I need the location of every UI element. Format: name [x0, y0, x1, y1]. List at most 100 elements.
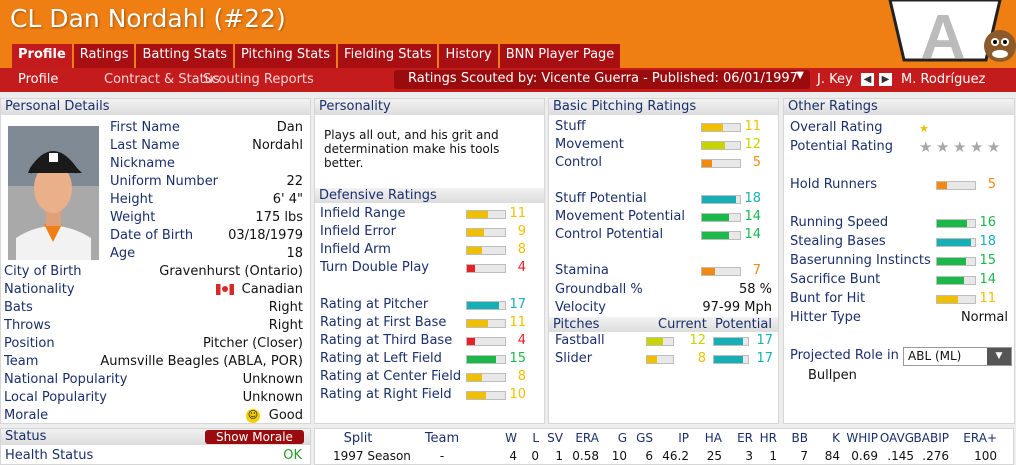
last-name-value: Nordahl: [252, 138, 303, 153]
pitches-header: Pitches Current Potential: [549, 317, 778, 332]
personal-details-header: Personal Details: [1, 99, 310, 115]
overall-star-icon: ★: [919, 122, 929, 135]
stats-cell-bb: 7: [800, 449, 808, 463]
slider-current-fill: [647, 356, 658, 363]
stats-cell-team: -: [439, 449, 445, 463]
infield-range-bar-fill: [467, 211, 488, 218]
movement-bar: [701, 141, 741, 150]
subnav-contract-status[interactable]: Contract & Status: [104, 72, 220, 87]
movement-potential-label: Movement Potential: [555, 209, 685, 224]
control-potential-bar: [701, 231, 741, 240]
velocity-value: 97-99 Mph: [702, 300, 772, 315]
stats-header-ha: HA: [704, 431, 722, 445]
infield-error-bar-fill: [467, 229, 485, 236]
stats-cell-l: 0: [531, 449, 539, 463]
stats-header-team: Team: [424, 431, 460, 446]
stats-cell-whip: 0.69: [851, 449, 878, 463]
rating-at-pitcher-value: 17: [509, 297, 526, 312]
stuff-potential-label: Stuff Potential: [555, 191, 647, 206]
pitching-ratings-header: Basic Pitching Ratings: [549, 99, 778, 115]
uniform-number-value: 22: [286, 174, 303, 189]
stats-header-hr: HR: [759, 431, 777, 445]
velocity-label: Velocity: [555, 300, 606, 315]
movement-bar-fill: [702, 142, 725, 149]
arrow-left-icon[interactable]: ◀: [861, 73, 874, 86]
subnav-scouting-reports[interactable]: Scouting Reports: [203, 72, 314, 87]
sacrifice-bunt-bar: [936, 276, 976, 285]
tab-fielding-stats[interactable]: Fielding Stats: [338, 44, 438, 68]
smiley-icon: ☺: [246, 409, 260, 423]
bunt-for-hit-bar: [936, 295, 976, 304]
movement-potential-bar-fill: [702, 214, 729, 221]
tab-bnn-player-page[interactable]: BNN Player Page: [499, 44, 621, 68]
rating-at-first-base-bar-fill: [467, 320, 488, 327]
tab-batting-stats[interactable]: Batting Stats: [136, 44, 233, 68]
arrow-right-icon[interactable]: ▶: [879, 73, 892, 86]
weight-value: 175 lbs: [255, 210, 303, 225]
slider-pitch-label: Slider: [555, 351, 593, 366]
rating-at-center-field-bar-fill: [467, 374, 483, 381]
stats-header-bb: BB: [791, 431, 808, 445]
infield-range-label: Infield Range: [320, 206, 406, 221]
slider-potential-fill: [714, 356, 743, 363]
scouting-info-text: Ratings Scouted by: Vicente Guerra - Pub…: [408, 71, 798, 86]
control-bar: [701, 159, 741, 168]
nationality-label: Nationality: [4, 282, 75, 297]
age-value: 18: [286, 246, 303, 261]
stats-header-sv: SV: [547, 431, 563, 445]
fastball-pitch-label: Fastball: [555, 333, 605, 348]
next-player-link[interactable]: M. Rodríguez: [901, 72, 986, 87]
fastball-current-bar: [646, 337, 674, 346]
sub-navigation: Profile Contract & Status Scouting Repor…: [0, 68, 1016, 92]
rating-at-first-base-label: Rating at First Base: [320, 315, 447, 330]
slider-potential-value: 17: [756, 351, 773, 366]
prev-player-link[interactable]: J. Key: [817, 72, 853, 87]
stats-header-w: W: [505, 431, 517, 445]
pitching-ratings-panel: Basic Pitching Ratings Groundball % 58 %…: [548, 98, 779, 424]
city-of-birth-value: Gravenhurst (Ontario): [159, 264, 303, 279]
stamina-value: 7: [752, 263, 761, 278]
rating-at-third-base-bar: [466, 337, 506, 346]
sacrifice-bunt-bar-fill: [937, 277, 964, 284]
scouting-info-dropdown[interactable]: Ratings Scouted by: Vicente Guerra - Pub…: [394, 70, 810, 89]
tab-profile[interactable]: Profile: [12, 44, 72, 68]
stats-cell-er: 3: [745, 449, 753, 463]
stats-cell-gs: 6: [645, 449, 653, 463]
stamina-label: Stamina: [555, 263, 609, 278]
rating-at-left-field-label: Rating at Left Field: [320, 351, 442, 366]
canada-flag-icon: [216, 284, 234, 295]
rating-at-first-base-value: 11: [509, 315, 526, 330]
subnav-profile[interactable]: Profile: [18, 72, 59, 87]
personality-header: Personality: [315, 99, 544, 115]
hitter-type-value: Normal: [960, 310, 1008, 325]
control-potential-label: Control Potential: [555, 227, 664, 242]
stuff-label: Stuff: [555, 119, 586, 134]
running-speed-bar-fill: [937, 220, 968, 227]
stats-cell-split: 1997 Season: [333, 449, 411, 463]
projected-league-select[interactable]: ABL (ML) ▼: [903, 347, 1012, 366]
uniform-number-label: Uniform Number: [110, 174, 219, 189]
slider-current-value: 8: [697, 351, 706, 366]
local-popularity-label: Local Popularity: [4, 390, 107, 405]
bunt-for-hit-label: Bunt for Hit: [790, 291, 866, 306]
rating-at-pitcher-label: Rating at Pitcher: [320, 297, 429, 312]
local-popularity-value: Unknown: [242, 390, 303, 405]
rating-at-center-field-label: Rating at Center Field: [320, 369, 462, 384]
baserunning-instincts-bar-fill: [937, 258, 966, 265]
city-of-birth-label: City of Birth: [4, 264, 82, 279]
show-morale-button[interactable]: Show Morale: [205, 430, 304, 444]
age-label: Age: [110, 246, 136, 261]
control-value: 5: [752, 155, 761, 170]
svg-text:A: A: [921, 3, 966, 70]
running-speed-label: Running Speed: [790, 215, 889, 230]
other-ratings-panel: Other Ratings Overall Rating Potential R…: [783, 98, 1015, 424]
tab-history[interactable]: History: [439, 44, 498, 68]
stats-cell-w: 4: [509, 449, 517, 463]
health-status-value: OK: [283, 448, 302, 463]
infield-range-bar: [466, 210, 506, 219]
rating-at-right-field-bar: [466, 391, 506, 400]
bats-value: Right: [268, 300, 303, 315]
tab-pitching-stats[interactable]: Pitching Stats: [234, 44, 337, 68]
tab-ratings[interactable]: Ratings: [73, 44, 135, 68]
stamina-bar-fill: [702, 268, 716, 275]
